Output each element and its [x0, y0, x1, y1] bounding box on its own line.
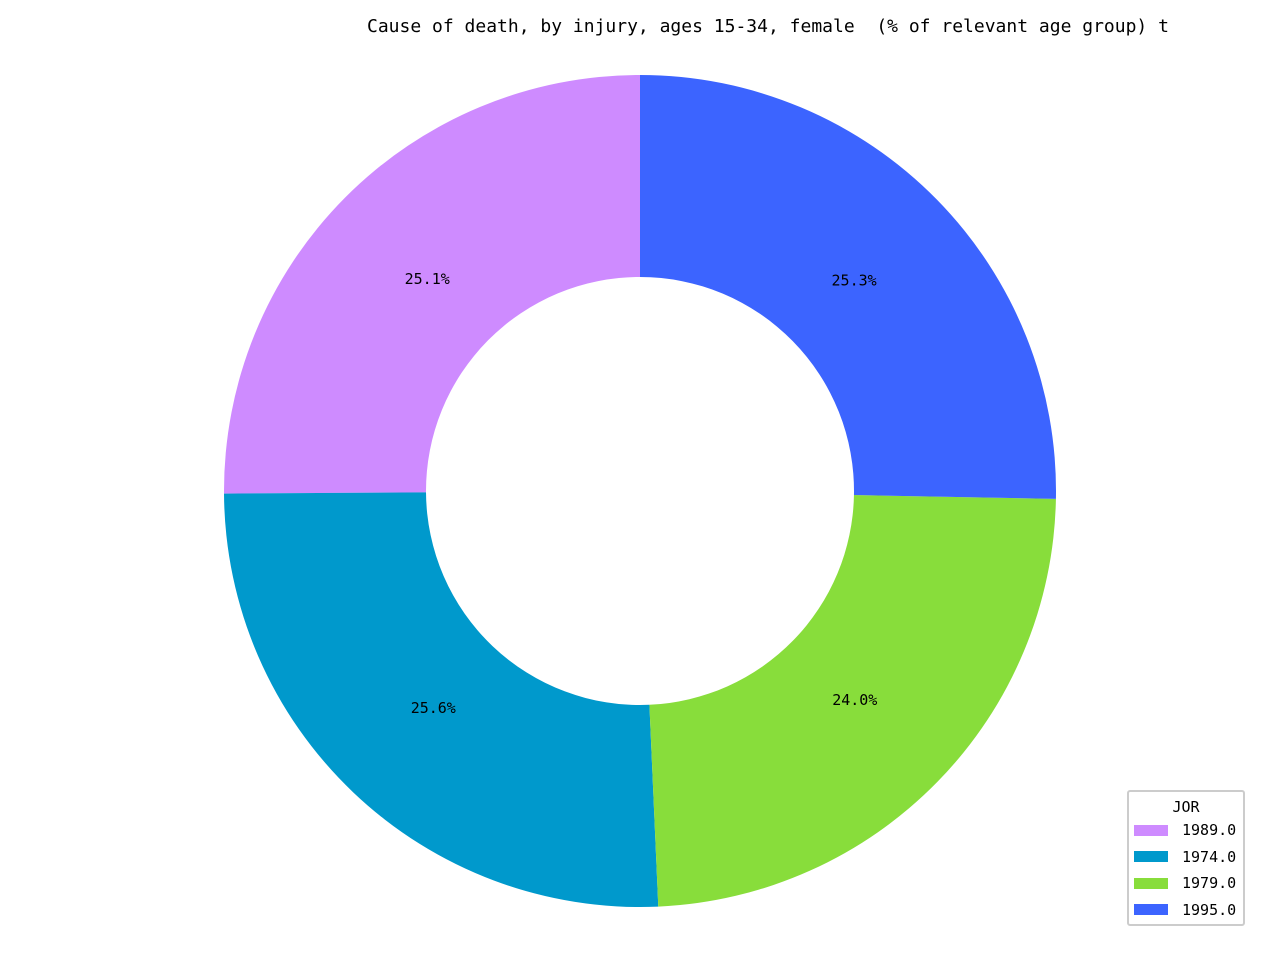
donut-slice-labels: 25.1% 25.6% 24.0% 25.3% [405, 270, 878, 717]
legend-label-1974: 1974.0 [1182, 847, 1237, 866]
legend-item-1979: 1979.0 [1129, 870, 1243, 897]
legend-item-1995: 1995.0 [1129, 897, 1243, 924]
legend-item-1989: 1989.0 [1129, 817, 1243, 844]
legend-swatch-1995 [1134, 904, 1168, 916]
legend: JOR 1989.0 1974.0 1979.0 1995.0 [1127, 790, 1245, 926]
legend-label-1995: 1995.0 [1182, 900, 1237, 919]
donut-slice-1974 [224, 492, 659, 907]
slice-label-1979: 24.0% [832, 691, 877, 709]
legend-swatch-1989 [1134, 824, 1168, 836]
slice-label-1995: 25.3% [832, 271, 877, 289]
donut-slice-1979 [649, 495, 1056, 907]
legend-label-1979: 1979.0 [1182, 874, 1237, 893]
legend-item-1974: 1974.0 [1129, 844, 1243, 871]
slice-label-1989: 25.1% [405, 270, 450, 288]
legend-swatch-1979 [1134, 877, 1168, 889]
donut-slice-1995 [640, 75, 1056, 499]
donut-slices [223, 75, 1056, 907]
legend-title: JOR [1172, 798, 1200, 816]
donut-slice-1989 [223, 75, 640, 494]
chart-title: Cause of death, by injury, ages 15-34, f… [367, 16, 1169, 37]
legend-label-1989: 1989.0 [1182, 821, 1237, 840]
slice-label-1974: 25.6% [411, 699, 456, 717]
legend-swatch-1974 [1134, 851, 1168, 863]
